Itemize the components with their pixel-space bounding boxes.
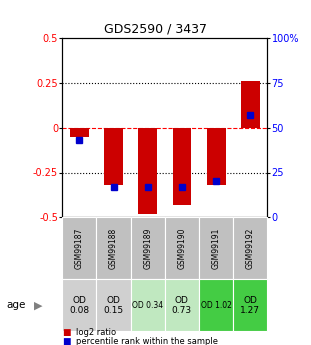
Bar bbox=[131, 279, 165, 331]
Text: GSM99191: GSM99191 bbox=[212, 228, 220, 269]
Text: age: age bbox=[6, 300, 26, 310]
Text: OD
1.27: OD 1.27 bbox=[240, 296, 260, 315]
Bar bbox=[233, 217, 267, 279]
Bar bbox=[104, 128, 123, 185]
Text: GSM99190: GSM99190 bbox=[178, 228, 186, 269]
Text: OD
0.15: OD 0.15 bbox=[104, 296, 123, 315]
Bar bbox=[62, 279, 96, 331]
Text: OD
0.73: OD 0.73 bbox=[172, 296, 192, 315]
Text: ■: ■ bbox=[62, 328, 71, 337]
Bar bbox=[165, 217, 199, 279]
Bar bbox=[233, 279, 267, 331]
Text: OD 0.34: OD 0.34 bbox=[132, 301, 163, 310]
Bar bbox=[241, 81, 260, 128]
Bar bbox=[199, 279, 233, 331]
Text: percentile rank within the sample: percentile rank within the sample bbox=[76, 337, 218, 345]
Bar bbox=[199, 217, 233, 279]
Bar bbox=[173, 128, 191, 205]
Bar bbox=[62, 217, 96, 279]
Text: GDS2590 / 3437: GDS2590 / 3437 bbox=[104, 22, 207, 36]
Bar bbox=[165, 279, 199, 331]
Text: OD
0.08: OD 0.08 bbox=[69, 296, 89, 315]
Bar bbox=[96, 217, 131, 279]
Text: ▶: ▶ bbox=[34, 300, 43, 310]
Text: log2 ratio: log2 ratio bbox=[76, 328, 116, 337]
Text: GSM99187: GSM99187 bbox=[75, 228, 84, 269]
Bar bbox=[138, 128, 157, 214]
Bar bbox=[96, 279, 131, 331]
Bar bbox=[207, 128, 225, 185]
Text: GSM99192: GSM99192 bbox=[246, 228, 255, 269]
Text: OD 1.02: OD 1.02 bbox=[201, 301, 232, 310]
Text: ■: ■ bbox=[62, 337, 71, 345]
Bar bbox=[70, 128, 89, 137]
Text: GSM99189: GSM99189 bbox=[143, 228, 152, 269]
Text: GSM99188: GSM99188 bbox=[109, 228, 118, 269]
Bar bbox=[131, 217, 165, 279]
